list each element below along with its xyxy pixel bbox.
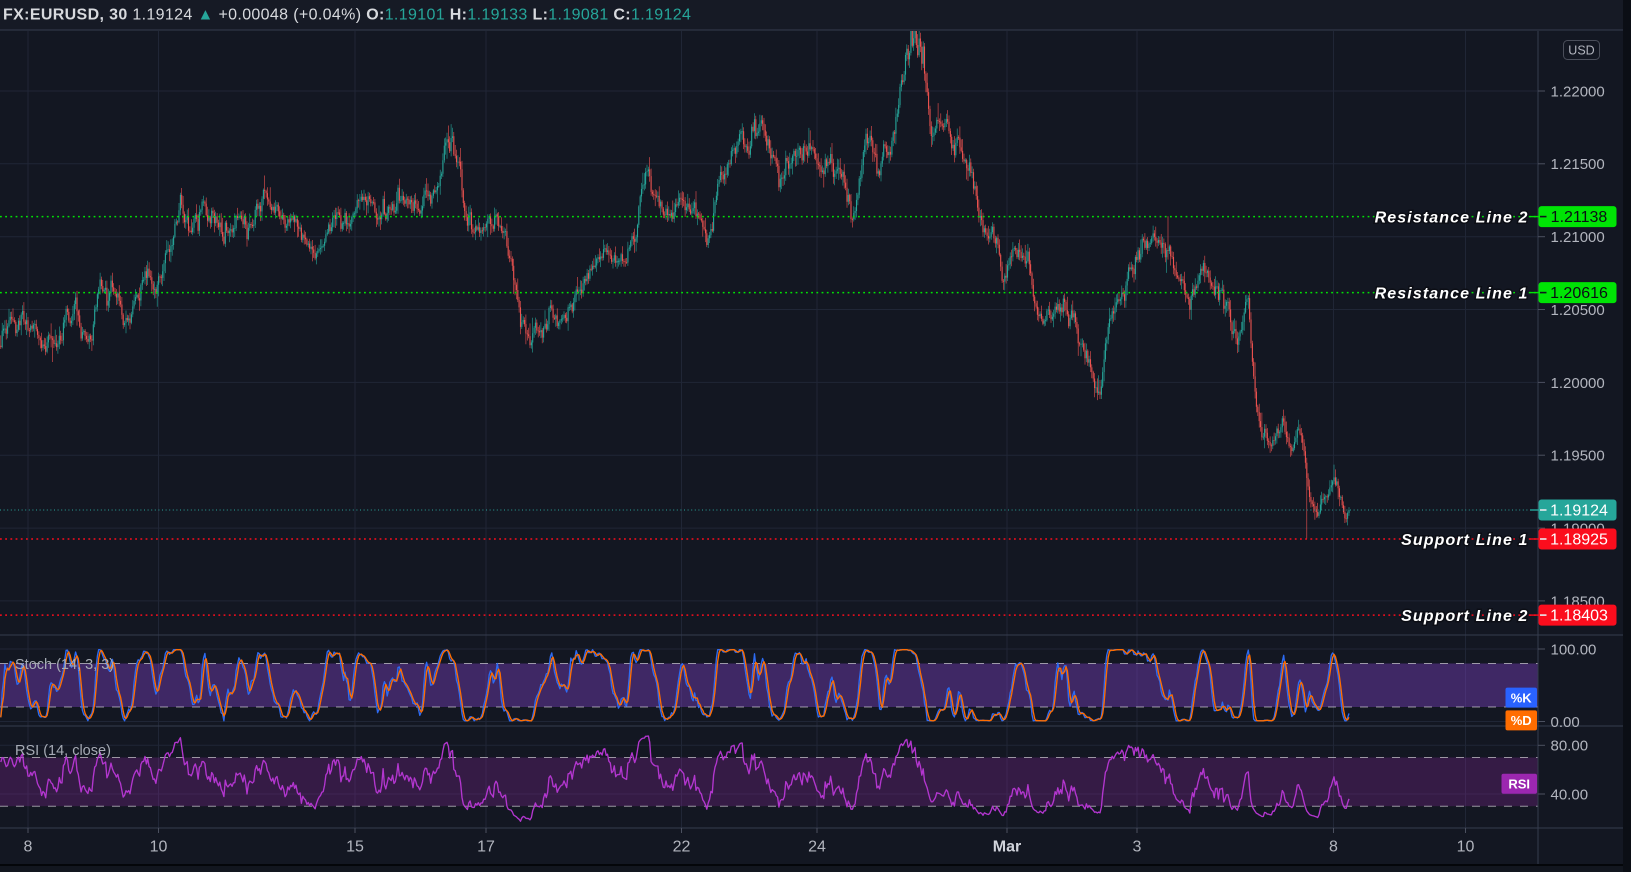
svg-text:100.00: 100.00 [1551,641,1597,658]
svg-text:1.18403: 1.18403 [1550,608,1608,625]
svg-text:1.19500: 1.19500 [1551,448,1605,465]
svg-text:Stoch (14, 3, 3): Stoch (14, 3, 3) [15,657,114,673]
svg-text:%D: %D [1511,713,1532,728]
svg-text:24: 24 [808,839,826,856]
svg-text:10: 10 [150,839,168,856]
svg-text:80.00: 80.00 [1551,738,1589,755]
svg-text:Resistance Line 2: Resistance Line 2 [1375,209,1529,226]
svg-text:1.20000: 1.20000 [1551,375,1605,392]
svg-text:1.22000: 1.22000 [1551,83,1605,100]
svg-text:Mar: Mar [993,839,1021,856]
svg-text:15: 15 [346,839,364,856]
svg-text:1.21500: 1.21500 [1551,156,1605,173]
svg-text:Support Line 2: Support Line 2 [1401,608,1528,625]
svg-text:%K: %K [1511,690,1533,705]
svg-text:1.20500: 1.20500 [1551,302,1605,319]
svg-text:1.19124: 1.19124 [1550,503,1608,520]
svg-text:8: 8 [24,839,33,856]
svg-text:USD: USD [1568,44,1594,58]
svg-text:Resistance Line 1: Resistance Line 1 [1375,285,1529,302]
svg-text:3: 3 [1133,839,1142,856]
svg-text:22: 22 [673,839,691,856]
svg-text:1.21000: 1.21000 [1551,229,1605,246]
svg-text:FX:EURUSD, 30 1.19124 ▲ +0.000: FX:EURUSD, 30 1.19124 ▲ +0.00048 (+0.04%… [3,7,691,24]
svg-text:RSI: RSI [1508,777,1530,792]
svg-text:8: 8 [1329,839,1338,856]
svg-text:1.20616: 1.20616 [1550,285,1608,302]
svg-text:40.00: 40.00 [1551,786,1589,803]
svg-text:1.18925: 1.18925 [1550,532,1608,549]
svg-text:17: 17 [477,839,495,856]
svg-text:Support Line 1: Support Line 1 [1401,532,1528,549]
svg-text:0.00: 0.00 [1551,714,1580,731]
svg-text:RSI (14, close): RSI (14, close) [15,743,111,759]
svg-text:10: 10 [1457,839,1475,856]
svg-text:1.21138: 1.21138 [1551,209,1608,226]
